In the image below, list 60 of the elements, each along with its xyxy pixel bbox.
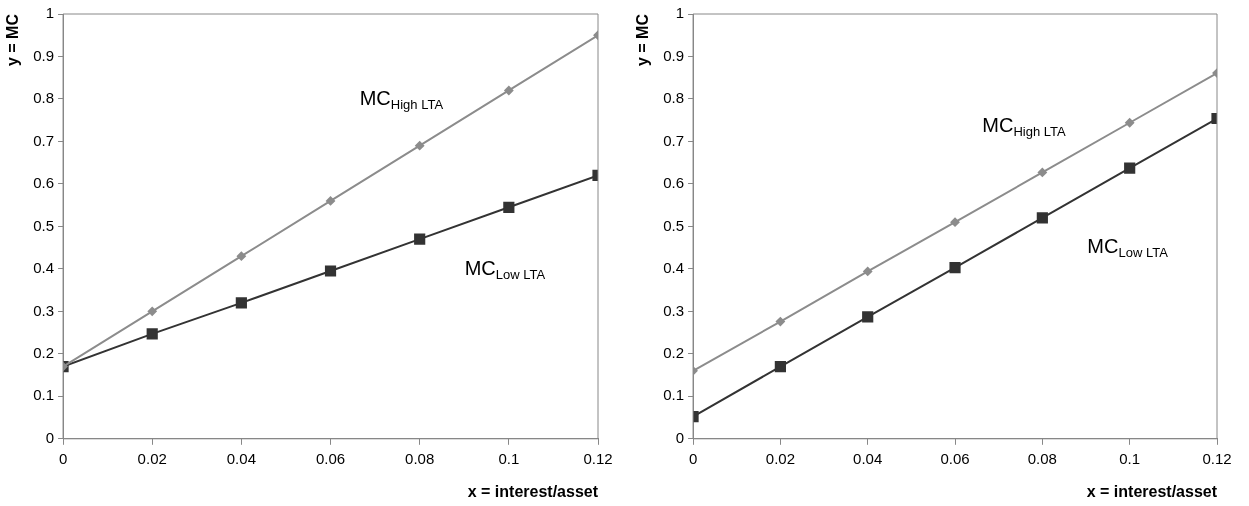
point [862, 311, 874, 323]
y-tick-label: 0 [675, 428, 685, 446]
y-tick-label: 0.9 [663, 46, 685, 64]
y-tick-label: 0.4 [663, 259, 685, 277]
x-axis-title: x = interest/asset [1086, 482, 1218, 500]
point [1124, 162, 1136, 174]
y-tick-label: 0.1 [33, 386, 55, 404]
point [504, 85, 514, 95]
point [1037, 167, 1047, 177]
x-tick-label: 0.1 [1119, 449, 1141, 467]
y-tick-label: 1 [675, 4, 685, 22]
y-axis-title: y = MC [634, 13, 652, 67]
y-tick-label: 0.3 [33, 301, 55, 319]
point [1125, 118, 1135, 128]
y-tick-label: 0.3 [663, 301, 685, 319]
y-tick-label: 0.7 [663, 131, 685, 149]
point [949, 262, 961, 274]
y-tick-label: 0.1 [663, 386, 685, 404]
y-tick-label: 0.6 [663, 174, 685, 192]
y-tick-label: 0.5 [33, 216, 55, 234]
y-tick-label: 0.8 [33, 89, 55, 107]
y-tick-label: 0.6 [33, 174, 55, 192]
y-axis-title: y = MC [4, 13, 22, 67]
point [950, 217, 960, 227]
x-tick-label: 0.08 [1027, 449, 1057, 467]
y-tick-label: 0.8 [663, 89, 685, 107]
point [863, 266, 873, 276]
x-tick-label: 0.02 [765, 449, 795, 467]
point [326, 196, 336, 206]
point [146, 328, 158, 340]
point [415, 141, 425, 151]
y-tick-label: 0.2 [663, 343, 685, 361]
point [324, 265, 337, 277]
y-tick-label: 0.4 [33, 259, 55, 277]
point [147, 306, 157, 316]
x-tick-label: 0.1 [498, 449, 520, 467]
x-tick-label: 0.08 [405, 449, 435, 467]
y-tick-label: 0.5 [663, 216, 685, 234]
x-tick-label: 0.06 [940, 449, 970, 467]
x-tick-label: 0.04 [226, 449, 256, 467]
point [1036, 212, 1048, 224]
y-tick-label: 0.7 [33, 131, 55, 149]
y-tick-label: 0.2 [33, 343, 55, 361]
point [414, 233, 426, 245]
point [236, 251, 246, 261]
y-tick-label: 0 [45, 428, 55, 446]
x-axis-title: x = interest/asset [467, 482, 599, 500]
x-tick-label: 0.04 [853, 449, 883, 467]
x-tick-label: 0.02 [137, 449, 167, 467]
y-tick-label: 0.9 [33, 46, 55, 64]
point [775, 317, 785, 327]
x-tick-label: 0.06 [315, 449, 346, 467]
x-tick-label: 0 [688, 449, 698, 467]
y-tick-label: 1 [45, 4, 55, 22]
x-tick-label: 0.12 [583, 449, 613, 467]
x-tick-label: 0 [58, 449, 68, 467]
x-tick-label: 0.12 [1202, 449, 1232, 467]
point [503, 201, 515, 213]
point [774, 360, 786, 373]
point [235, 297, 247, 309]
